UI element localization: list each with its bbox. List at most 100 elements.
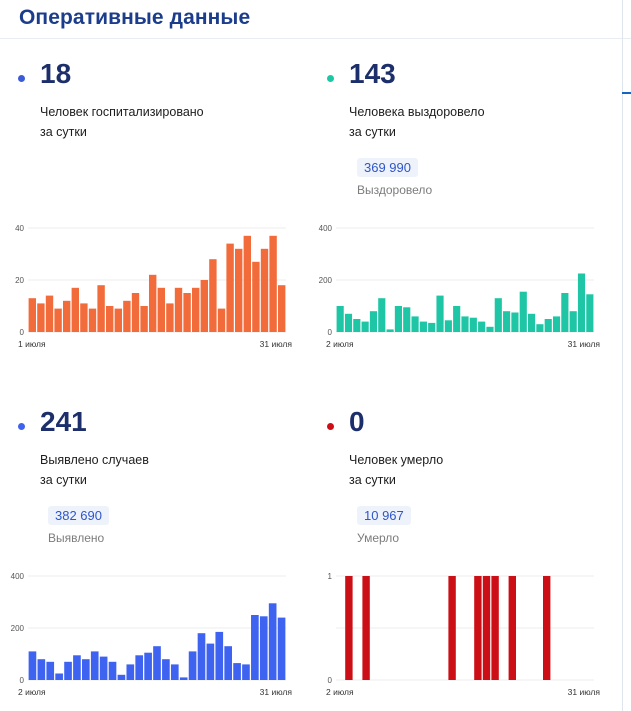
bar — [436, 295, 444, 332]
bar — [411, 316, 419, 332]
bar — [123, 300, 131, 332]
bar — [183, 293, 191, 332]
bar — [37, 659, 46, 680]
stat-description: Человека выздоровело за сутки — [349, 102, 485, 142]
bar — [344, 313, 353, 332]
bar — [82, 659, 90, 680]
total-label: Умерло — [357, 531, 400, 545]
bar — [170, 664, 179, 680]
bar — [278, 285, 286, 332]
bar — [503, 311, 511, 332]
card-dot-icon — [18, 75, 25, 82]
bar — [90, 651, 99, 680]
bar — [336, 306, 344, 332]
x-start-label: 2 июля — [326, 339, 354, 349]
bar — [543, 576, 551, 680]
bar — [140, 306, 148, 332]
y-tick-label: 0 — [20, 676, 25, 685]
bar — [215, 631, 224, 680]
bar — [486, 326, 494, 332]
bar — [126, 664, 135, 680]
bar — [353, 319, 361, 332]
bar — [428, 322, 436, 332]
bar — [394, 306, 402, 332]
bar — [494, 298, 502, 332]
bar — [224, 646, 232, 680]
bar — [528, 313, 536, 332]
bar — [569, 311, 577, 332]
bar — [209, 259, 217, 332]
bar — [157, 287, 165, 332]
cases-bar-chart: 400 200 0 2 июля 31 июля — [11, 572, 293, 697]
stat-description-line1: Человека выздоровело — [349, 105, 485, 119]
bar — [88, 308, 97, 332]
bar — [97, 285, 105, 332]
bar — [108, 661, 117, 680]
stat-value: 241 — [40, 406, 87, 437]
bar — [577, 273, 586, 332]
bar — [508, 576, 516, 680]
bar — [369, 311, 378, 332]
bar — [131, 293, 140, 332]
stat-description-line2: за сутки — [40, 125, 87, 139]
bar — [135, 655, 144, 680]
bar — [99, 656, 108, 680]
x-start-label: 2 июля — [18, 687, 46, 697]
bar — [461, 316, 469, 332]
bar — [252, 261, 260, 332]
bar — [536, 324, 544, 332]
y-tick-label: 20 — [15, 276, 24, 285]
total-badge: 382 690 — [48, 506, 109, 525]
bar — [259, 616, 268, 680]
stat-description-line1: Человек умерло — [349, 453, 444, 467]
bar — [419, 321, 427, 332]
bar — [277, 617, 286, 680]
bar — [63, 300, 71, 332]
deaths-bar-chart: 1 0 2 июля 31 июля — [326, 572, 600, 697]
bar — [448, 576, 456, 680]
bar — [144, 652, 152, 680]
bar — [73, 655, 81, 680]
bar — [200, 280, 208, 332]
bar — [544, 319, 552, 332]
bar — [28, 651, 37, 680]
card-dot-icon — [18, 423, 25, 430]
bar — [166, 303, 174, 332]
stat-description: Человек госпитализировано за сутки — [40, 102, 204, 142]
x-end-label: 31 июля — [260, 687, 293, 697]
bar — [561, 293, 569, 332]
y-tick-label: 400 — [319, 224, 333, 233]
bar — [179, 677, 188, 680]
total-label: Выздоровело — [357, 183, 433, 197]
bar — [403, 307, 411, 332]
recovered-bar-chart: 400 200 0 2 июля 31 июля — [319, 224, 601, 349]
bar — [206, 643, 215, 680]
bar — [386, 329, 394, 332]
y-tick-label: 200 — [319, 276, 333, 285]
bar — [46, 661, 55, 680]
y-tick-label: 0 — [20, 328, 25, 337]
bar — [552, 316, 561, 332]
bar — [217, 308, 226, 332]
bar — [511, 312, 519, 332]
bar — [519, 291, 527, 332]
right-edge-divider — [622, 0, 623, 711]
bar — [80, 303, 88, 332]
bar — [55, 673, 63, 680]
bar — [482, 576, 491, 680]
title-divider — [0, 38, 631, 39]
stat-value: 0 — [349, 406, 365, 437]
stat-description-line1: Выявлено случаев — [40, 453, 149, 467]
bar — [45, 295, 54, 332]
bar — [233, 663, 241, 680]
bar — [478, 321, 486, 332]
bar — [361, 321, 369, 332]
y-tick-label: 1 — [328, 572, 333, 581]
bar — [251, 615, 259, 680]
bar — [269, 235, 277, 332]
bar — [64, 661, 72, 680]
bar — [260, 248, 269, 332]
bar — [54, 308, 62, 332]
bar — [188, 651, 197, 680]
stat-description: Человек умерло за сутки — [349, 450, 443, 490]
